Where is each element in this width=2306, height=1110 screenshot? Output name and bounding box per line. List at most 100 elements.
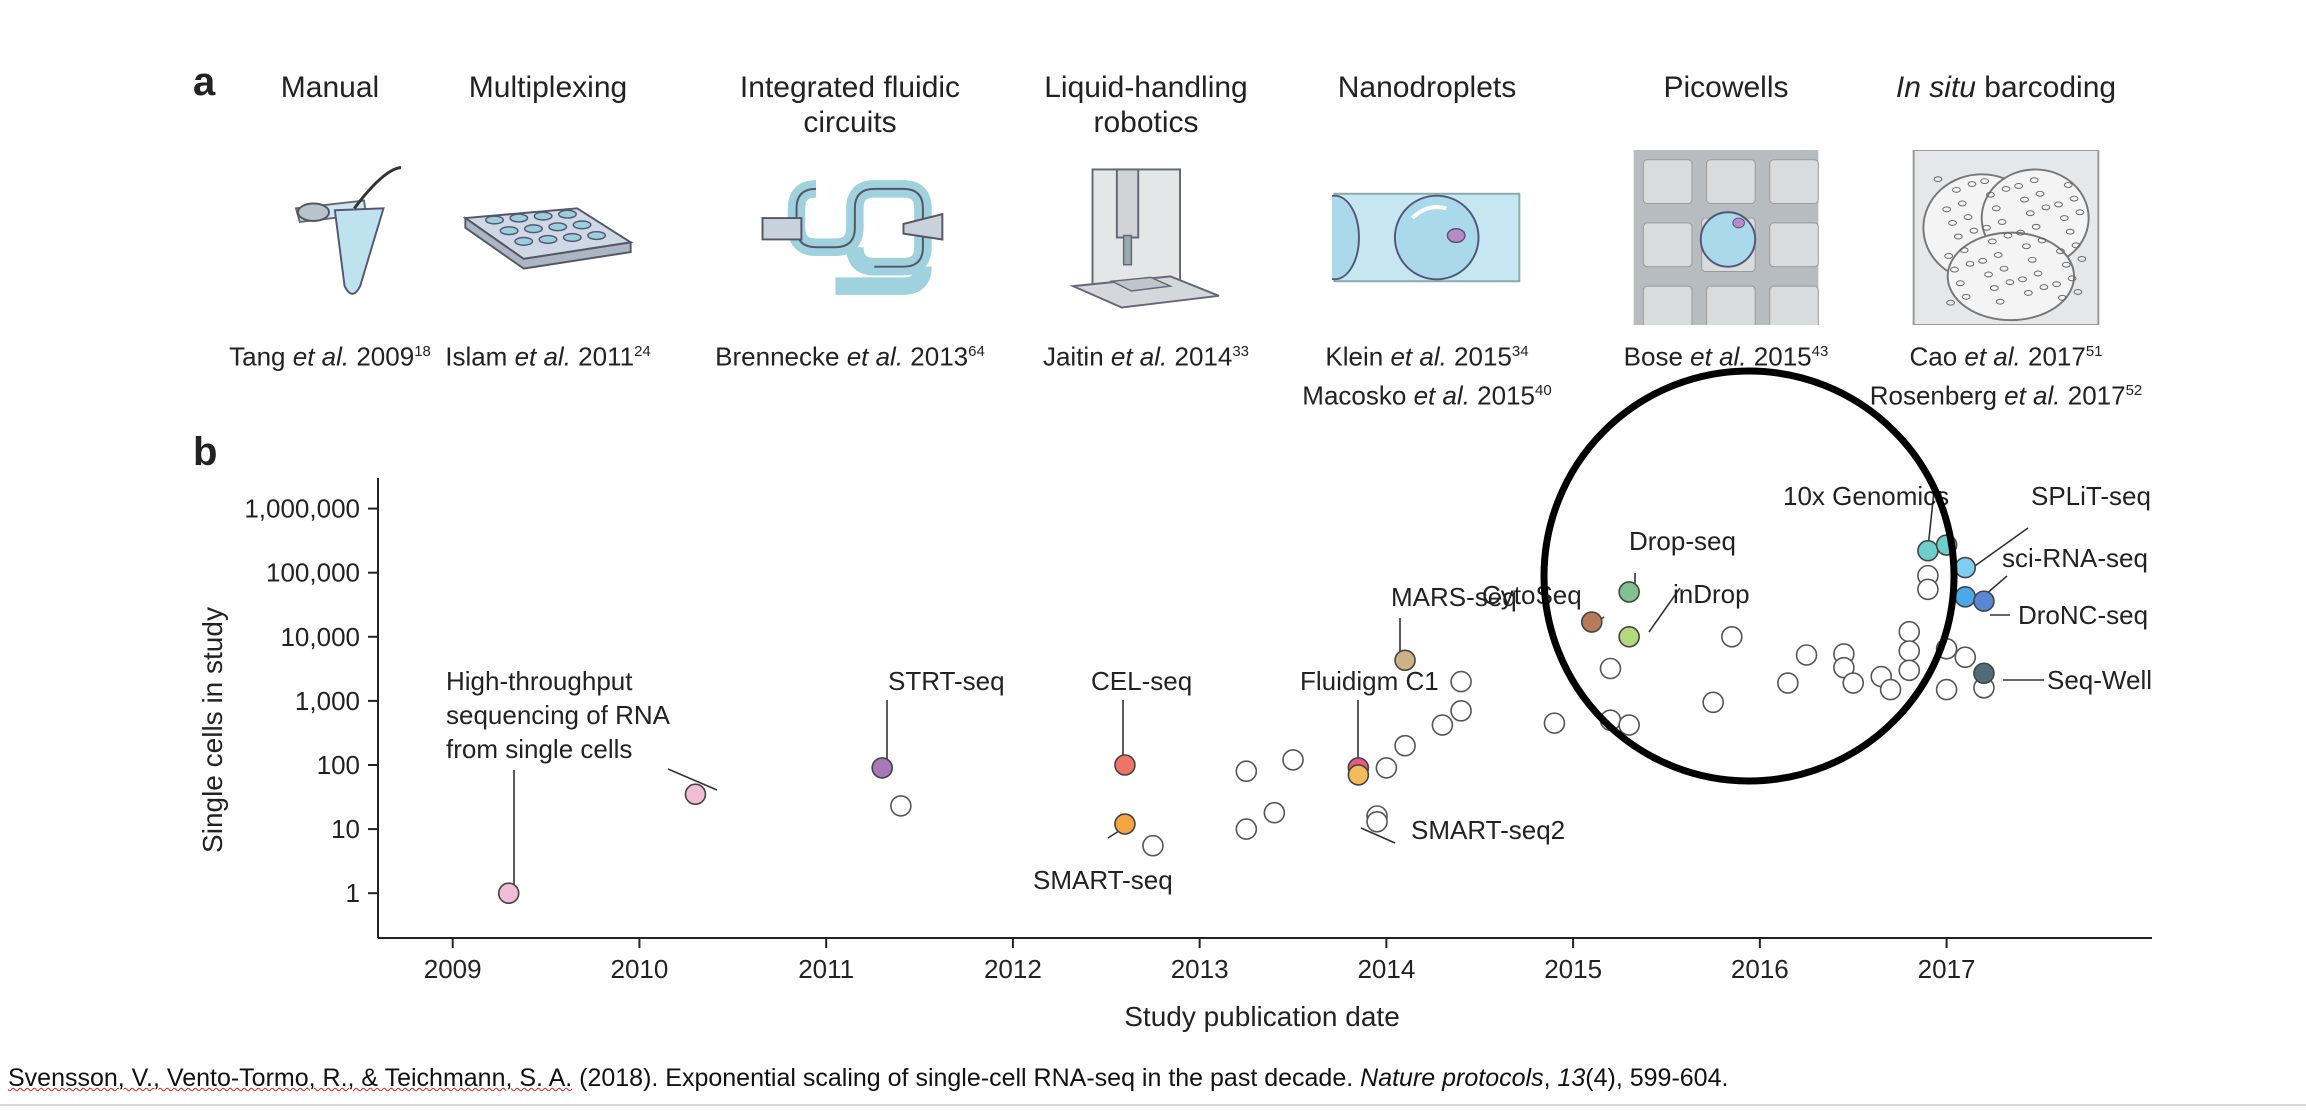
fluidic-circuit-icon [761, 180, 944, 295]
highlighted-data-point [1114, 754, 1136, 776]
x-tick-label: 2015 [1544, 954, 1602, 984]
citation: Svensson, V., Vento-Tormo, R., & Teichma… [8, 1064, 1728, 1093]
x-tick-label: 2010 [611, 954, 669, 984]
citation-etal: et al. [1413, 380, 1470, 411]
citation-ref: 64 [968, 343, 985, 360]
technology-title-line: robotics [1093, 106, 1199, 139]
highlighted-data-point [1618, 625, 1640, 648]
robot-arm-icon [1069, 168, 1220, 309]
citation-journal: Nature protocols [1360, 1064, 1544, 1092]
data-point [1898, 659, 1921, 682]
citation-ref: 43 [1811, 343, 1829, 360]
citation-line: Bose et al. 201543 [1576, 335, 1876, 374]
point-label: High-throughput [446, 666, 633, 696]
technology-citation: Tang et al. 200918 [180, 335, 480, 374]
technology-title-line: Nanodroplets [1337, 71, 1517, 104]
y-tick-label: 1,000 [295, 686, 360, 716]
citation-etal: et al. [846, 341, 904, 372]
highlighted-data-point [871, 757, 893, 779]
citation-author: Tang [229, 341, 293, 372]
technology-title-line: Liquid-handling [1044, 71, 1248, 104]
citation-etal: et al. [1110, 341, 1168, 372]
point-label: SMART-seq2 [1411, 815, 1565, 845]
data-point [1879, 678, 1902, 701]
in-situ-barcoding-icon [1912, 150, 2100, 325]
citation-issue-pages: (4), 599-604. [1585, 1064, 1729, 1092]
data-point [1842, 672, 1865, 694]
citation-year: 2009 [349, 341, 415, 372]
leader-line [1971, 527, 2029, 569]
citation-year: 2011 [570, 341, 635, 372]
citation-etal: et al. [292, 341, 350, 372]
x-tick-label: 2009 [424, 954, 482, 984]
citation-ref: 24 [634, 343, 651, 360]
data-point [1263, 801, 1286, 824]
point-label: SPLiT-seq [2031, 481, 2151, 511]
technology-title: Multiplexing [398, 70, 698, 140]
citation-author: Rosenberg [1869, 380, 2005, 411]
point-label: SMART-seq [1033, 865, 1173, 895]
technology-column: Manual Tang et al. 200918 [180, 70, 480, 374]
technology-column: Multiplexing Islam et al. 201124 [398, 70, 698, 374]
bottom-divider [0, 1104, 2306, 1106]
data-point [1394, 734, 1416, 757]
technology-citation: Islam et al. 201124 [398, 335, 698, 374]
technology-title-line: circuits [803, 106, 897, 139]
x-tick-label: 2011 [798, 954, 854, 984]
citation-year-title: (2018). Exponential scaling of single-ce… [572, 1064, 1361, 1092]
technology-title-line: Multiplexing [468, 71, 628, 104]
citation-author: Macosko [1302, 380, 1414, 411]
citation-line: Macosko et al. 201540 [1277, 374, 1577, 413]
technology-title: Integrated fluidic circuits [700, 70, 1000, 140]
technology-citation: Jaitin et al. 201433 [996, 335, 1296, 374]
point-label: sequencing of RNA [446, 700, 671, 730]
highlighted-data-point [1114, 813, 1136, 835]
scatter-chart: 1 10 100 1,000 10,000 100,000 1,000,000 2009 201… [197, 367, 2152, 1032]
data-point [1235, 760, 1258, 783]
citation-year: 2015 [1446, 341, 1512, 372]
y-tick-label: 100,000 [266, 558, 360, 588]
technology-citation: Cao et al. 201751 Rosenberg et al. 201752 [1856, 335, 2156, 412]
droplet-channel-icon [1332, 192, 1521, 283]
citation-volume: 13 [1557, 1064, 1586, 1092]
citation-author: Islam [445, 341, 515, 372]
y-tick-label: 1,000,000 [244, 494, 360, 524]
technology-citation: Klein et al. 201534 Macosko et al. 201540 [1277, 335, 1577, 412]
point-label: Seq-Well [2047, 665, 2152, 695]
y-tick-label: 10,000 [280, 622, 360, 652]
technology-title: In situ barcoding [1856, 70, 2156, 140]
y-tick-label: 100 [317, 750, 360, 780]
data-point [1599, 657, 1622, 680]
data-point [1898, 640, 1921, 662]
citation-line: Klein et al. 201534 [1277, 335, 1577, 374]
data-point [1543, 712, 1566, 734]
data-point [1898, 620, 1921, 643]
picowell-icon [1633, 150, 1819, 325]
data-point [1777, 672, 1799, 694]
technology-column: In situ barcoding Cao et al. 201751 Rosenb… [1856, 70, 2156, 412]
citation-ref: 51 [2085, 343, 2103, 360]
panel-b-letter: b [193, 430, 218, 474]
highlighted-data-point [1954, 586, 1977, 608]
citation-separator: , [1543, 1064, 1558, 1092]
citation-year: 2015 [1746, 341, 1812, 372]
data-point [890, 795, 912, 817]
technology-title-line: Manual [280, 71, 380, 104]
panel-a-letter: a [193, 60, 216, 104]
highlighted-data-point [1618, 581, 1640, 603]
point-label: 10x Genomics [1783, 481, 1949, 511]
point-label: from single cells [446, 734, 632, 764]
citation-ref: 52 [2125, 381, 2143, 399]
point-label: STRT-seq [888, 666, 1005, 696]
point-label: Drop-seq [1629, 526, 1736, 556]
leader-line [1360, 827, 1396, 844]
technology-title-italic: In situ [1895, 71, 1976, 104]
technology-citation: Brennecke et al. 201364 [700, 335, 1000, 374]
data-point [1142, 834, 1164, 857]
highlighted-data-point [1394, 649, 1416, 672]
citation-ref: 33 [1232, 343, 1250, 360]
citation-author: Brennecke [715, 341, 847, 372]
citation-year: 2017 [2060, 380, 2126, 411]
data-point [1917, 578, 1939, 601]
data-point [1721, 625, 1743, 648]
